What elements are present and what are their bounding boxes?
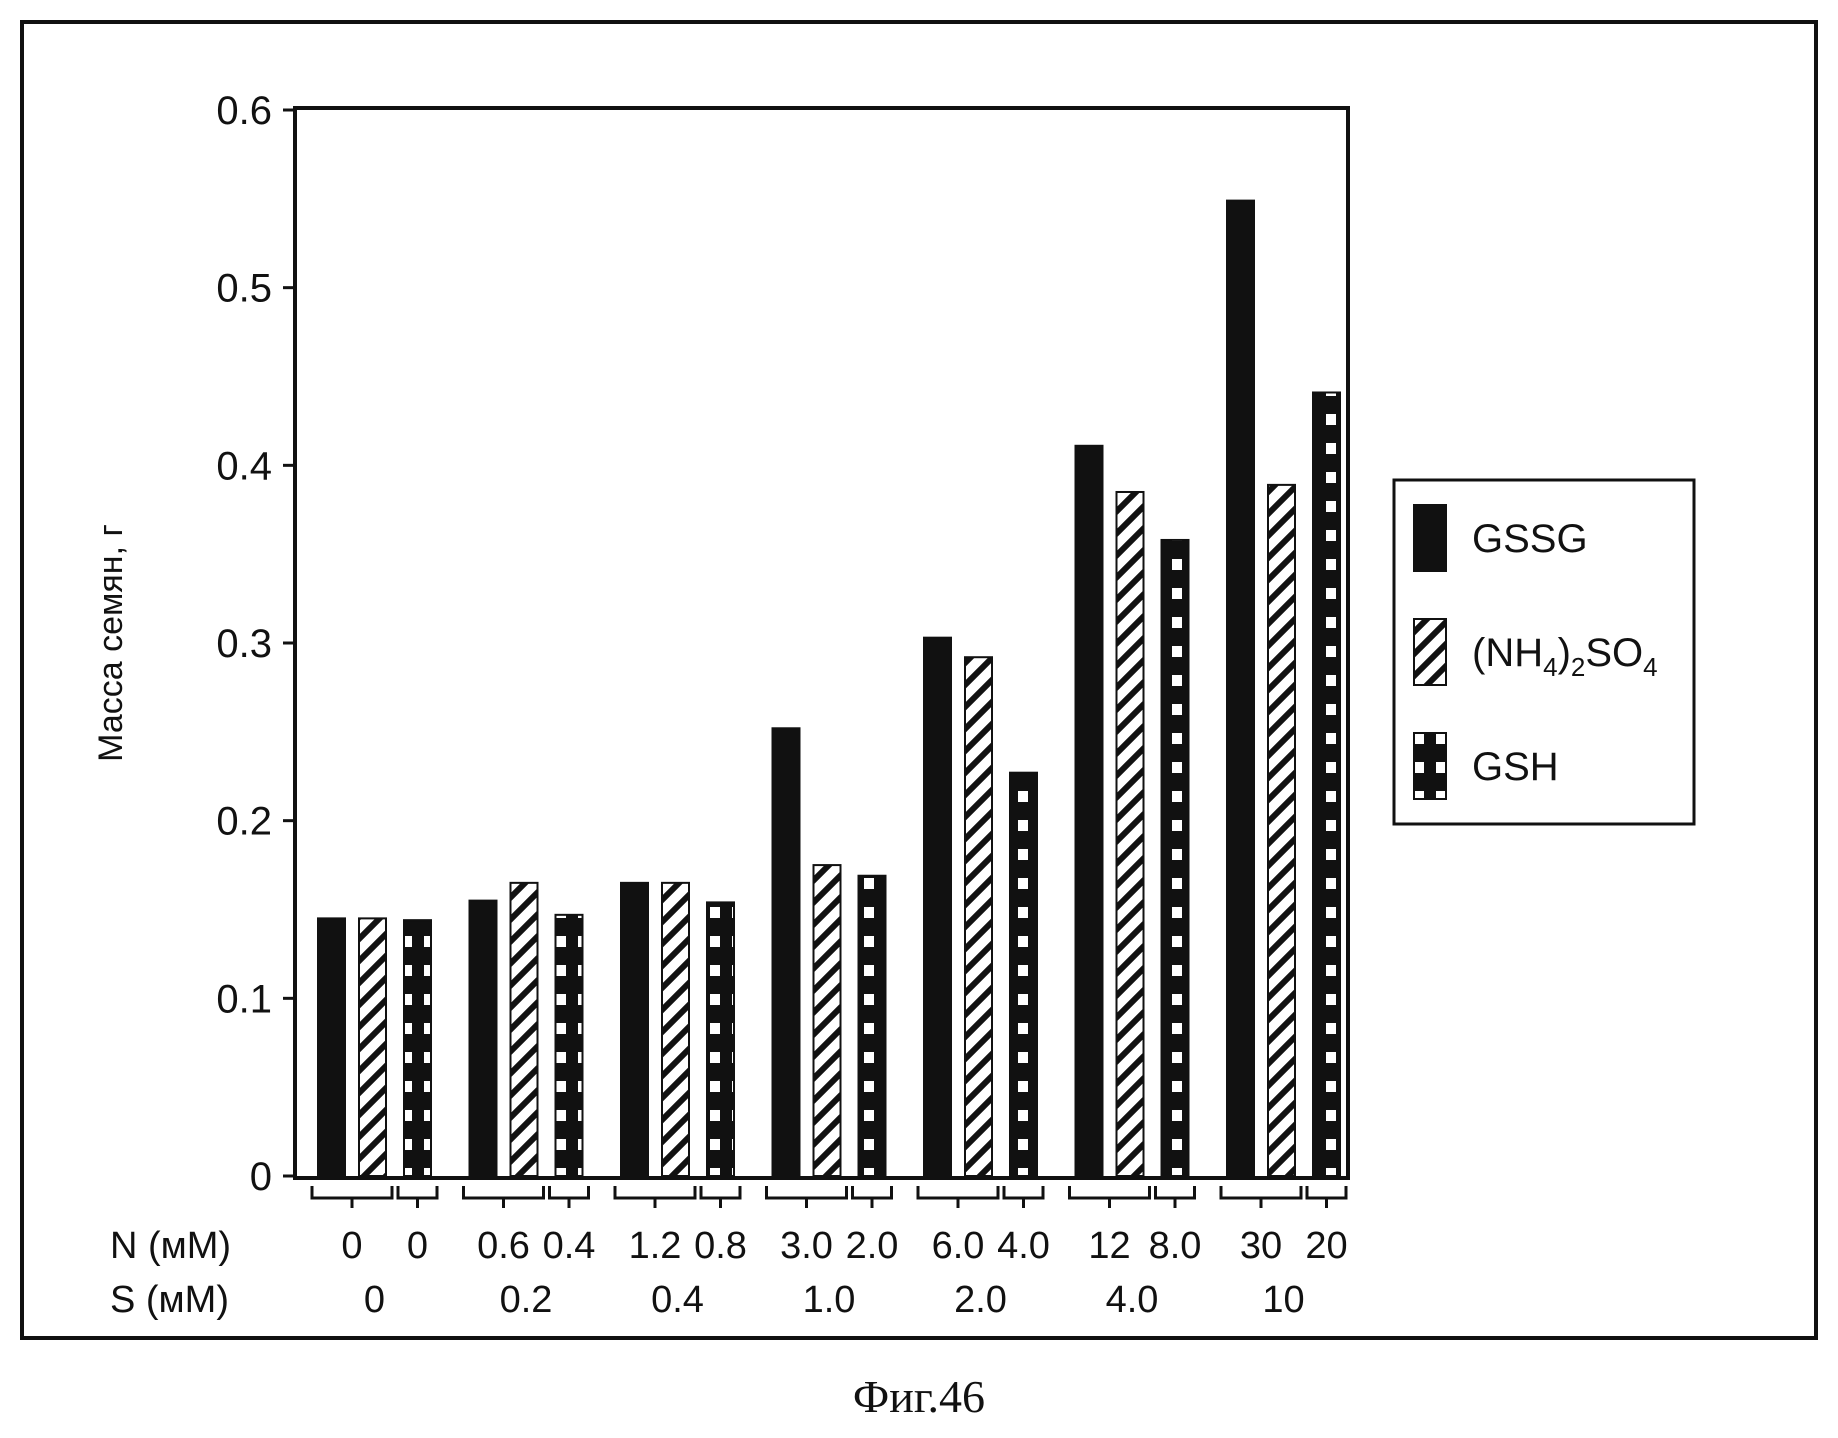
n-label: 0.4	[543, 1225, 596, 1267]
x-axis-labels: 0000.60.40.21.20.80.43.02.01.06.04.02.01…	[312, 1186, 1348, 1321]
bar-checker-5	[1162, 540, 1189, 1176]
group-bracket	[701, 1186, 740, 1208]
group-bracket	[550, 1186, 589, 1208]
y-axis: 0 0.1 0.2 0.3 0.4 0.5 0.6	[216, 89, 295, 1199]
y-tick-label: 0.3	[216, 622, 272, 666]
group-bracket	[1070, 1186, 1150, 1208]
y-tick-label: 0	[250, 1155, 272, 1199]
s-label: 0	[364, 1279, 385, 1321]
bar-hatch-0	[359, 918, 386, 1176]
n-row-label: N (мМ)	[110, 1225, 231, 1267]
bar-hatch-5	[1117, 492, 1144, 1176]
n-label: 8.0	[1149, 1225, 1202, 1267]
n-label: 0	[407, 1225, 428, 1267]
bar-checker-4	[1010, 773, 1037, 1176]
bar-hatch-6	[1268, 485, 1295, 1176]
group-bracket	[1221, 1186, 1301, 1208]
bar-checker-2	[707, 902, 734, 1176]
n-label: 1.2	[629, 1225, 682, 1267]
group-bracket	[464, 1186, 544, 1208]
group-bracket	[1004, 1186, 1043, 1208]
y-tick-label: 0.1	[216, 977, 272, 1021]
legend: GSSG (NH4)2SO4 GSH	[1394, 480, 1694, 824]
group-bracket	[918, 1186, 998, 1208]
s-row-label: S (мМ)	[110, 1279, 229, 1321]
n-label: 0.6	[477, 1225, 530, 1267]
group-bracket	[1156, 1186, 1195, 1208]
figure-caption: Фиг.46	[0, 1370, 1838, 1423]
bar-solid-4	[924, 638, 951, 1176]
bar-checker-6	[1313, 392, 1340, 1176]
bar-hatch-1	[511, 883, 538, 1176]
bar-checker-3	[859, 876, 886, 1176]
n-label: 2.0	[846, 1225, 899, 1267]
n-label: 0	[341, 1225, 362, 1267]
bar-hatch-3	[814, 865, 841, 1176]
s-label: 0.2	[500, 1279, 553, 1321]
legend-label: (NH4)2SO4	[1472, 631, 1658, 682]
n-label: 30	[1240, 1225, 1282, 1267]
legend-label: GSSG	[1472, 517, 1588, 561]
figure: 00.10.20.30.40.50.6 Масса семян, г 0000.…	[0, 0, 1838, 1438]
n-label: 0.8	[694, 1225, 747, 1267]
y-tick-label: 0.2	[216, 800, 272, 844]
s-label: 1.0	[803, 1279, 856, 1321]
n-label: 12	[1088, 1225, 1130, 1267]
bar-solid-1	[470, 901, 497, 1176]
bar-solid-5	[1076, 446, 1103, 1176]
bars	[318, 201, 1340, 1176]
group-bracket	[853, 1186, 892, 1208]
legend-swatch-solid	[1414, 505, 1446, 571]
bar-checker-0	[404, 920, 431, 1176]
group-bracket	[615, 1186, 695, 1208]
legend-label: GSH	[1472, 745, 1559, 789]
bar-checker-1	[556, 915, 583, 1176]
legend-swatch-checker	[1414, 733, 1446, 799]
group-bracket	[1307, 1186, 1346, 1208]
group-bracket	[398, 1186, 437, 1208]
y-tick-label: 0.6	[216, 89, 272, 133]
n-label: 4.0	[997, 1225, 1050, 1267]
legend-swatch-hatch	[1414, 619, 1446, 685]
bar-solid-3	[773, 728, 800, 1176]
group-bracket	[767, 1186, 847, 1208]
bar-hatch-4	[965, 657, 992, 1176]
bar-solid-6	[1227, 201, 1254, 1176]
bar-solid-2	[621, 883, 648, 1176]
n-label: 3.0	[780, 1225, 833, 1267]
bar-hatch-2	[662, 883, 689, 1176]
y-tick-label: 0.5	[216, 267, 272, 311]
s-label: 2.0	[954, 1279, 1007, 1321]
n-label: 20	[1305, 1225, 1347, 1267]
bar-solid-0	[318, 918, 345, 1176]
y-axis-label: Масса семян, г	[92, 524, 130, 762]
group-bracket	[312, 1186, 392, 1208]
s-label: 10	[1262, 1279, 1304, 1321]
y-tick-label: 0.4	[216, 444, 272, 488]
s-label: 4.0	[1106, 1279, 1159, 1321]
n-label: 6.0	[932, 1225, 985, 1267]
s-label: 0.4	[651, 1279, 704, 1321]
